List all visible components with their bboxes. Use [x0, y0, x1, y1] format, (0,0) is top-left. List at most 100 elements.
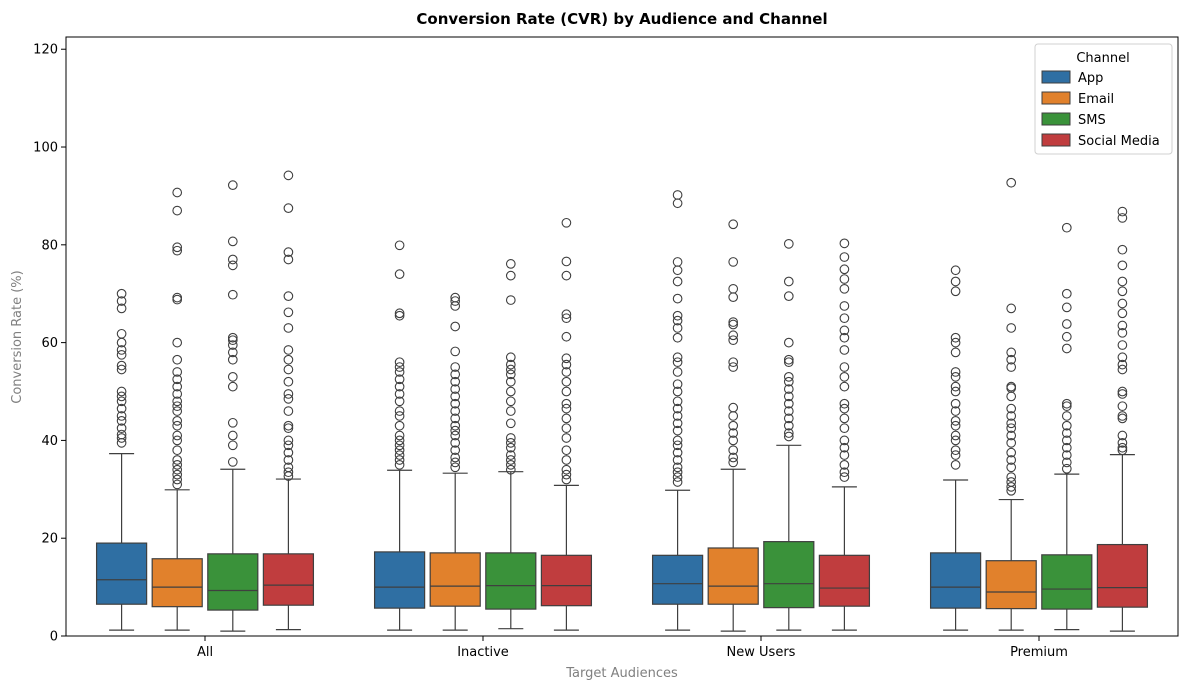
outlier-point	[283, 345, 294, 355]
outlier-point	[672, 379, 683, 390]
outlier-point	[505, 450, 516, 460]
outlier-point	[783, 384, 794, 394]
outlier-point	[505, 259, 516, 269]
outlier-point	[561, 256, 572, 267]
outlier-point	[227, 254, 238, 265]
outlier-point	[839, 332, 850, 343]
outlier-point	[1117, 352, 1128, 363]
outlier-point	[1117, 327, 1128, 338]
outlier-point	[450, 384, 461, 394]
outlier-point	[672, 315, 683, 326]
outlier-point	[394, 406, 405, 416]
outlier-point	[783, 413, 794, 424]
outlier-point	[1061, 457, 1072, 468]
y-tick-label: 120	[33, 43, 58, 58]
outlier-point	[394, 420, 405, 431]
outlier-point	[839, 435, 850, 446]
outlier-point	[672, 462, 683, 473]
outlier-point	[394, 269, 405, 280]
outlier-point	[283, 467, 294, 478]
outlier-point	[1117, 276, 1128, 287]
outlier-point	[450, 425, 461, 436]
outlier-point	[783, 406, 794, 416]
outlier-point	[950, 381, 961, 392]
x-axis-label: Target Audiences	[565, 666, 678, 681]
outlier-point	[561, 413, 572, 424]
outlier-point	[672, 467, 683, 478]
outlier-point	[1117, 445, 1128, 456]
outlier-point	[1006, 362, 1017, 372]
outlier-point	[116, 429, 127, 440]
outlier-point	[672, 396, 683, 407]
outlier-point	[783, 354, 794, 365]
outlier-point	[505, 270, 516, 281]
outlier-point	[561, 455, 572, 465]
outlier-point	[505, 418, 516, 429]
legend: Channel App Email SMS Social Media	[1034, 43, 1173, 155]
outlier-point	[1117, 244, 1128, 255]
outlier-point	[1117, 308, 1128, 319]
outlier-point	[172, 337, 183, 348]
outlier-point	[561, 398, 572, 409]
outlier-point	[839, 450, 850, 460]
box-social-media-premium	[1096, 206, 1149, 632]
outlier-point	[450, 376, 461, 387]
outlier-point	[227, 289, 238, 300]
outlier-point	[450, 462, 461, 473]
outlier-point	[950, 386, 961, 397]
outlier-point	[1006, 323, 1017, 333]
outlier-point	[283, 254, 294, 265]
legend-label: App	[1078, 71, 1103, 86]
outlier-point	[116, 433, 127, 443]
outlier-point	[1006, 438, 1017, 448]
outlier-point	[172, 396, 183, 407]
outlier-point	[116, 423, 127, 434]
outlier-point	[227, 457, 238, 467]
outlier-point	[450, 452, 461, 463]
outlier-point	[728, 362, 739, 372]
outlier-point	[227, 340, 238, 350]
outlier-point	[1117, 260, 1128, 271]
outlier-point	[227, 347, 238, 358]
outlier-point	[839, 362, 850, 372]
outlier-point	[172, 354, 183, 365]
outlier-point	[950, 367, 961, 377]
outlier-point	[672, 440, 683, 451]
outlier-point	[394, 357, 405, 368]
outlier-point	[172, 474, 183, 485]
outlier-point	[450, 362, 461, 372]
outlier-point	[783, 398, 794, 409]
outlier-point	[728, 420, 739, 431]
box-sms-new-users	[763, 238, 815, 631]
outlier-point	[283, 420, 294, 431]
outlier-point	[116, 328, 127, 339]
outlier-point	[505, 295, 516, 305]
outlier-point	[505, 406, 516, 416]
box-body	[929, 552, 982, 609]
legend-swatch	[1041, 133, 1071, 147]
outlier-point	[394, 310, 405, 321]
outlier-point	[172, 374, 183, 385]
outlier-point	[227, 180, 238, 191]
outlier-point	[783, 371, 794, 382]
outlier-point	[116, 364, 127, 375]
outlier-point	[561, 359, 572, 370]
outlier-point	[1006, 430, 1017, 441]
outlier-point	[505, 359, 516, 370]
outlier-point	[116, 296, 127, 306]
outlier-point	[1117, 442, 1128, 453]
outlier-point	[672, 472, 683, 482]
outlier-point	[672, 332, 683, 343]
outlier-point	[672, 447, 683, 458]
outlier-point	[394, 455, 405, 465]
outlier-point	[1006, 455, 1017, 465]
outlier-point	[116, 349, 127, 360]
outlier-point	[172, 406, 183, 416]
outlier-point	[172, 389, 183, 399]
outlier-point	[1061, 463, 1072, 474]
box-body	[651, 554, 704, 605]
box-app-premium	[929, 265, 982, 631]
outlier-point	[1117, 286, 1128, 297]
outlier-point	[227, 371, 238, 382]
